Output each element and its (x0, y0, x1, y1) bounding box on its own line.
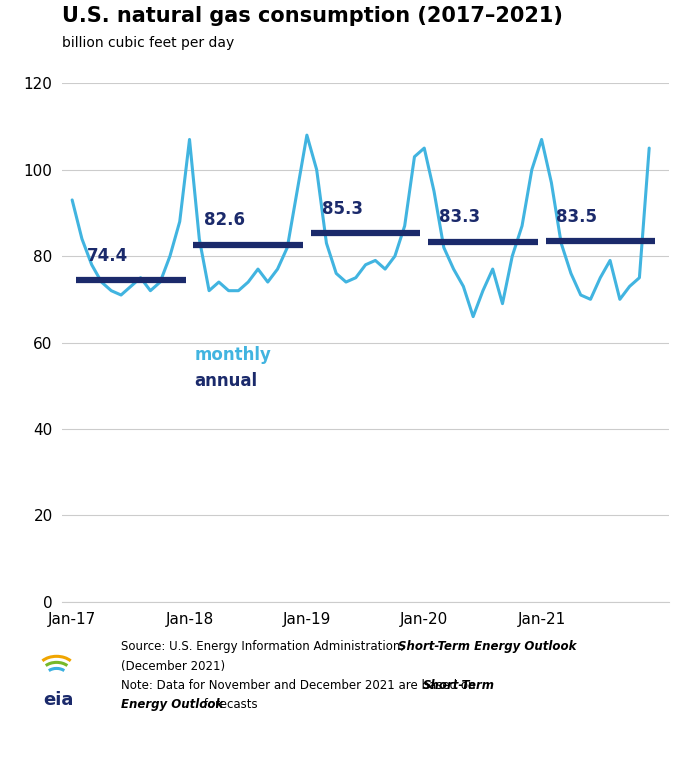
Text: forecasts: forecasts (200, 698, 258, 711)
Text: 85.3: 85.3 (322, 200, 362, 218)
Text: billion cubic feet per day: billion cubic feet per day (62, 36, 235, 49)
Text: U.S. natural gas consumption (2017–2021): U.S. natural gas consumption (2017–2021) (62, 6, 563, 26)
Text: (December 2021): (December 2021) (121, 660, 225, 673)
Text: Note: Data for November and December 2021 are based on: Note: Data for November and December 202… (121, 679, 480, 692)
Text: annual: annual (195, 372, 258, 390)
Text: eia: eia (44, 690, 73, 709)
Text: Short-Term: Short-Term (423, 679, 495, 692)
Text: Source: U.S. Energy Information Administration,: Source: U.S. Energy Information Administ… (121, 640, 408, 653)
Text: 74.4: 74.4 (87, 247, 128, 265)
Text: monthly: monthly (195, 346, 271, 364)
Text: Energy Outlook: Energy Outlook (121, 698, 224, 711)
Text: 83.5: 83.5 (556, 207, 597, 226)
Text: Short-Term Energy Outlook: Short-Term Energy Outlook (398, 640, 577, 653)
Text: 82.6: 82.6 (204, 211, 245, 229)
Text: 83.3: 83.3 (439, 208, 480, 226)
